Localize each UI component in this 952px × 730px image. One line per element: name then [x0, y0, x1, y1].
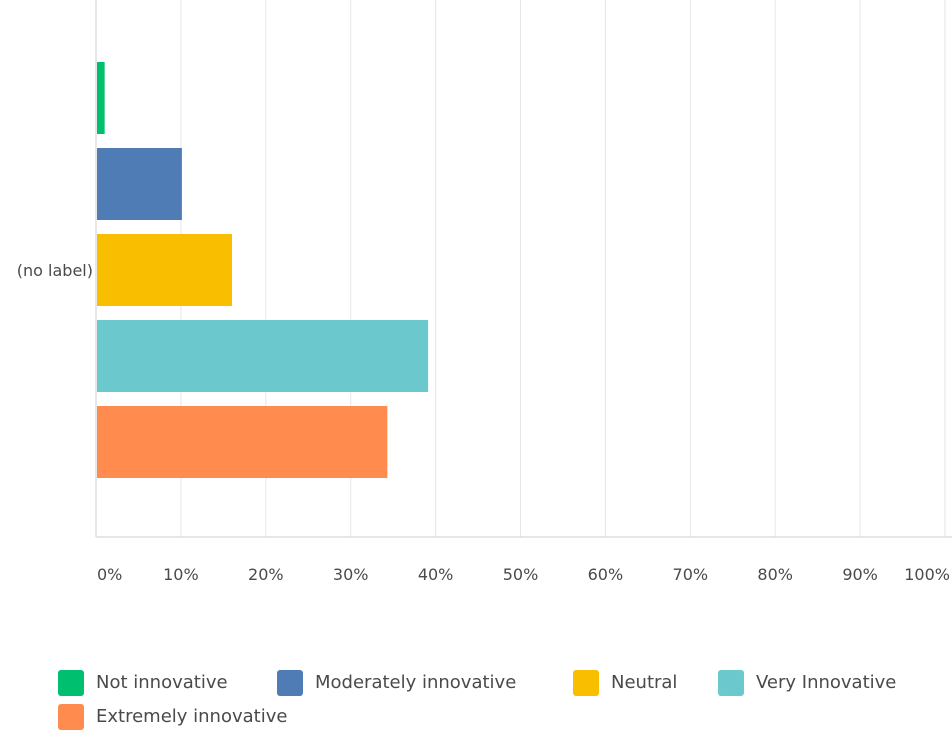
- legend-swatch: [58, 670, 84, 696]
- legend-item-not-innovative[interactable]: Not innovative: [58, 670, 228, 696]
- legend-label: Very Innovative: [756, 672, 897, 693]
- x-tick-label: 10%: [163, 565, 199, 584]
- x-tick-label: 40%: [418, 565, 454, 584]
- x-tick-label: 100%: [904, 565, 950, 584]
- x-tick-label: 0%: [97, 565, 122, 584]
- legend-swatch: [573, 670, 599, 696]
- legend-label: Not innovative: [96, 672, 228, 693]
- legend-swatch: [718, 670, 744, 696]
- bar-neutral: [97, 234, 232, 306]
- x-tick-label: 50%: [503, 565, 539, 584]
- bar-very-innovative: [97, 320, 429, 392]
- x-tick-label: 20%: [248, 565, 284, 584]
- bar-moderately-innovative: [97, 148, 182, 220]
- legend-item-neutral[interactable]: Neutral: [573, 670, 677, 696]
- x-tick-label: 80%: [757, 565, 793, 584]
- legend-swatch: [58, 704, 84, 730]
- x-tick-label: 90%: [842, 565, 878, 584]
- chart-plot: 0% 10% 20% 30% 40% 50% 60% 70% 80% 90% 100% (no lab…: [17, 0, 952, 584]
- x-tick-label: 30%: [333, 565, 369, 584]
- x-tick-label: 70%: [673, 565, 709, 584]
- legend-item-moderately-innovative[interactable]: Moderately innovative: [277, 670, 516, 696]
- bar-not-innovative: [97, 62, 105, 134]
- legend-label: Neutral: [611, 672, 678, 693]
- category-label: (no label): [17, 261, 93, 280]
- legend-item-extremely-innovative[interactable]: Extremely innovative: [58, 704, 287, 730]
- legend-item-very-innovative[interactable]: Very Innovative: [718, 670, 896, 696]
- bar-extremely-innovative: [97, 406, 388, 478]
- legend-label: Extremely innovative: [96, 706, 288, 727]
- legend-swatch: [277, 670, 303, 696]
- x-tick-label: 60%: [588, 565, 624, 584]
- legend-label: Moderately innovative: [315, 672, 517, 693]
